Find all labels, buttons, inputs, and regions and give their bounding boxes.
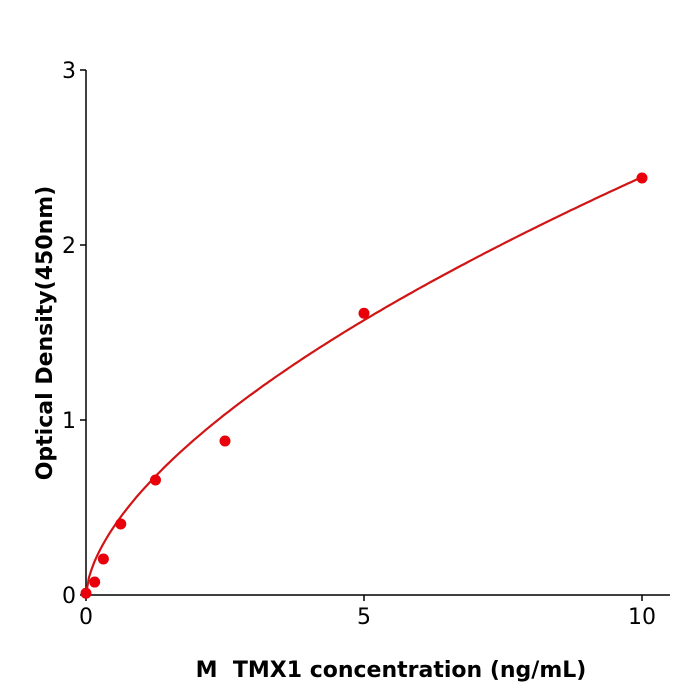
x-tick-label: 5 [357,605,371,630]
y-tick-label: 1 [62,409,76,434]
data-point [150,474,161,486]
y-axis-label: Optical Density(450nm) [33,186,58,481]
data-point [97,553,109,565]
y-tick-label: 3 [62,59,76,84]
x-tick-label: 0 [79,605,93,630]
x-axis-label: M TMX1 concentration (ng/mL) [196,658,587,683]
y-tick-label: 0 [62,584,76,609]
data-point [115,518,127,530]
data-point [80,587,92,599]
data-point [219,435,231,447]
data-point [636,172,648,184]
fit-curve [84,176,643,596]
y-tick-label: 2 [62,234,76,259]
data-point [358,307,370,319]
data-point [89,576,101,588]
data-points [80,172,648,599]
axes: 0 5 10 0 1 2 3 [62,59,670,630]
x-tick-label: 10 [628,605,656,630]
